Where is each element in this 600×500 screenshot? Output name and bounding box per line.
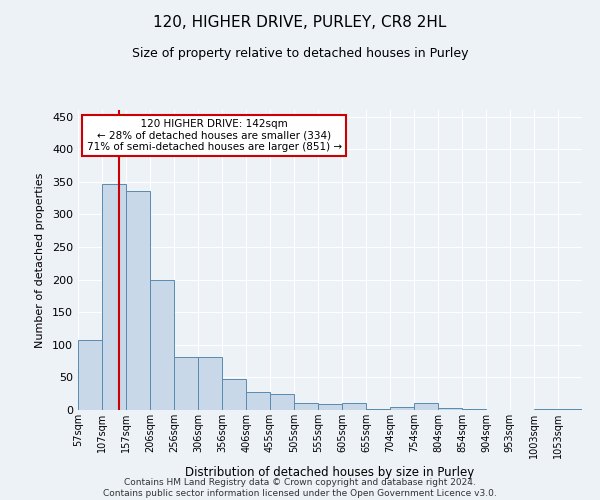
Text: Size of property relative to detached houses in Purley: Size of property relative to detached ho… xyxy=(132,48,468,60)
Text: Contains HM Land Registry data © Crown copyright and database right 2024.
Contai: Contains HM Land Registry data © Crown c… xyxy=(103,478,497,498)
Bar xyxy=(174,356,198,410)
Bar xyxy=(78,340,102,410)
Bar xyxy=(318,404,342,410)
Bar xyxy=(294,403,318,410)
Bar xyxy=(222,380,246,410)
Bar xyxy=(246,392,269,410)
Bar xyxy=(342,404,366,410)
Y-axis label: Number of detached properties: Number of detached properties xyxy=(35,172,45,348)
Bar xyxy=(462,408,486,410)
Bar xyxy=(127,191,149,410)
Bar xyxy=(438,408,462,410)
Bar xyxy=(102,184,126,410)
Bar xyxy=(414,404,438,410)
Bar xyxy=(150,280,174,410)
Text: 120, HIGHER DRIVE, PURLEY, CR8 2HL: 120, HIGHER DRIVE, PURLEY, CR8 2HL xyxy=(154,15,446,30)
Bar xyxy=(390,406,414,410)
Text: 120 HIGHER DRIVE: 142sqm  
← 28% of detached houses are smaller (334)
71% of sem: 120 HIGHER DRIVE: 142sqm ← 28% of detach… xyxy=(86,119,341,152)
X-axis label: Distribution of detached houses by size in Purley: Distribution of detached houses by size … xyxy=(185,466,475,479)
Bar xyxy=(270,394,294,410)
Bar xyxy=(366,408,389,410)
Bar xyxy=(534,408,558,410)
Bar xyxy=(198,357,222,410)
